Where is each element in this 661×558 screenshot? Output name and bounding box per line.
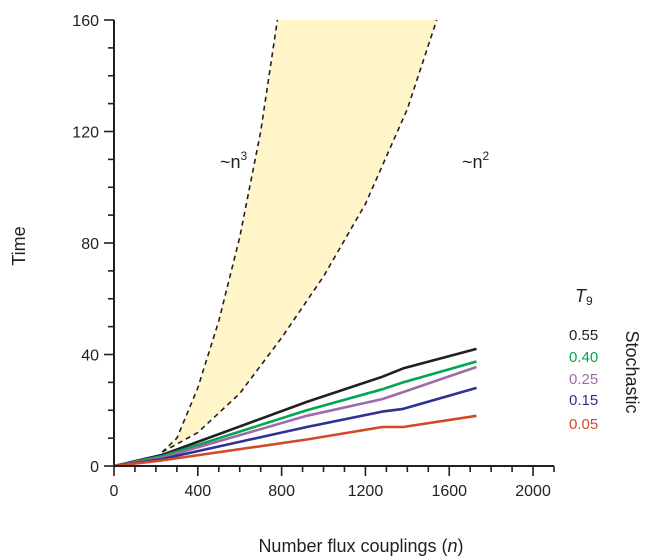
legend-entry-0.05: 0.05 xyxy=(569,416,598,433)
series-line-0.25 xyxy=(113,365,477,468)
x-tick-label: 2000 xyxy=(515,483,551,500)
y-tick-label: 0 xyxy=(90,459,99,476)
x-tick-label: 1200 xyxy=(348,483,384,500)
x-tick-label: 1600 xyxy=(431,483,467,500)
legend-entry-0.40: 0.40 xyxy=(569,349,598,366)
x-axis-title: Number flux couplings (n) xyxy=(258,536,463,556)
y-tick-label: 160 xyxy=(72,13,99,30)
n-cubed-curve xyxy=(161,19,279,453)
y-tick-label: 120 xyxy=(72,125,99,142)
legend-entry-0.15: 0.15 xyxy=(569,392,598,409)
legend: 0.55 0.40 0.25 0.15 0.05 xyxy=(569,327,598,433)
axes: 0 400 800 1200 1600 2000 0 40 80 120 160 xyxy=(72,13,555,500)
x-tick-label: 0 xyxy=(110,483,119,500)
series-line-0.05 xyxy=(113,414,477,468)
y-axis-title: Time xyxy=(9,226,29,265)
n-squared-label: ~n2 xyxy=(462,149,490,172)
legend-entry-0.25: 0.25 xyxy=(569,371,598,388)
y-tick-label: 80 xyxy=(81,236,99,253)
y-tick-label: 40 xyxy=(81,348,99,365)
legend-group-label: Stochastic xyxy=(622,330,642,413)
x-tick-label: 800 xyxy=(268,483,295,500)
series-lines xyxy=(113,347,477,468)
series-line-0.40 xyxy=(113,360,477,468)
scaling-band xyxy=(161,19,438,453)
legend-title: T9 xyxy=(575,286,593,308)
band-fill xyxy=(162,20,437,453)
x-tick-label: 400 xyxy=(184,483,211,500)
legend-entry-0.55: 0.55 xyxy=(569,327,598,344)
n-cubed-label: ~n3 xyxy=(220,149,248,172)
